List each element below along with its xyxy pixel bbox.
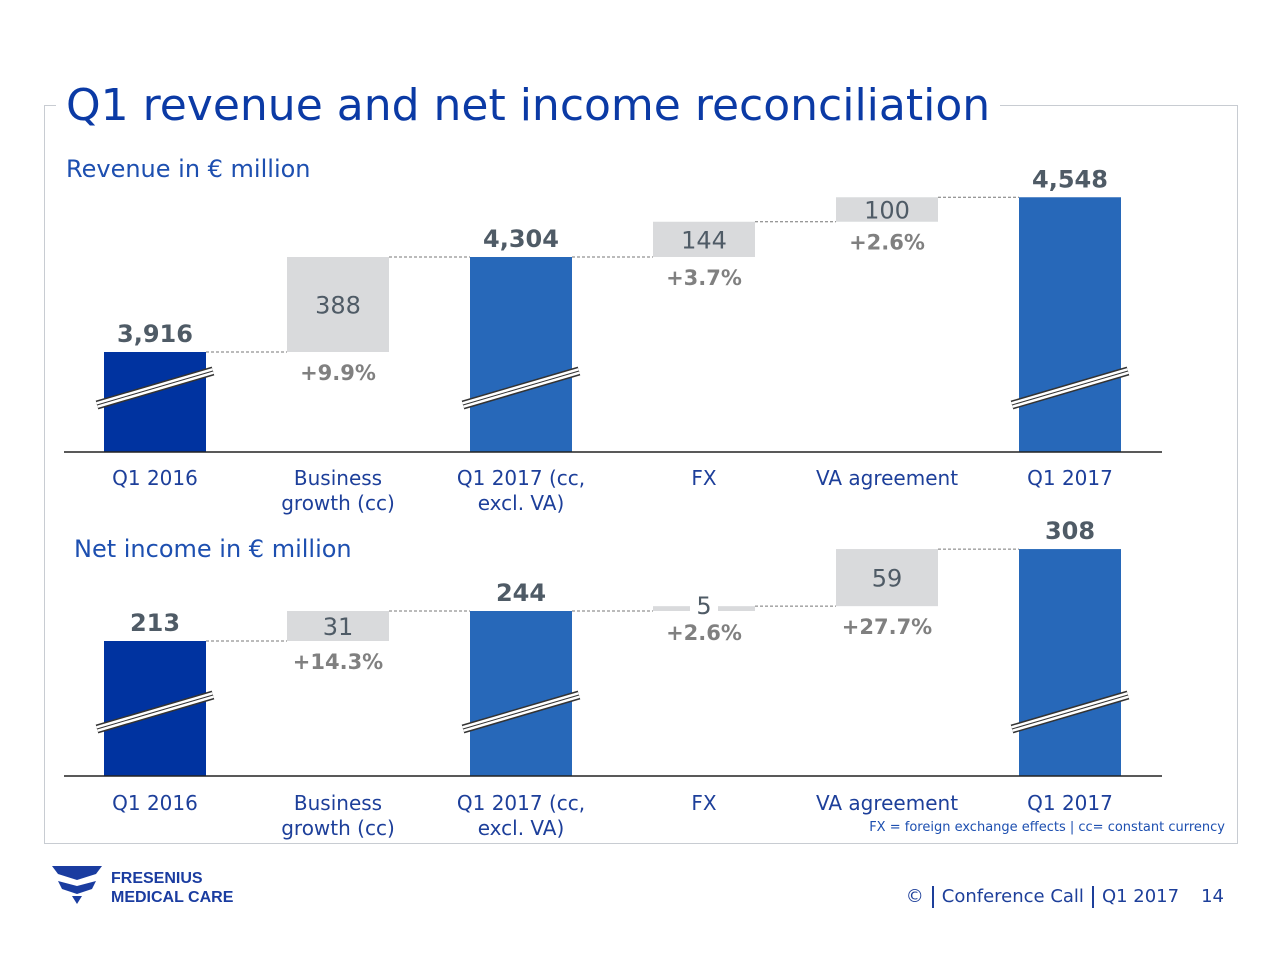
value-label-1-1: 31	[323, 613, 354, 641]
axis-break-mark	[96, 370, 214, 406]
category-label-0-3: FX	[691, 466, 717, 490]
logo-text: FRESENIUS MEDICAL CARE	[111, 869, 233, 907]
bar-1-2	[470, 611, 572, 776]
category-label-1-1: Business	[294, 791, 382, 815]
category-label-1-5: Q1 2017	[1027, 791, 1113, 815]
total-label-1-2: 244	[496, 579, 546, 607]
bar-0-1	[287, 257, 389, 352]
page-title: Q1 revenue and net income reconciliation	[56, 80, 1001, 131]
category-label-0-1: Business	[294, 466, 382, 490]
total-label-0-0: 3,916	[117, 320, 193, 348]
value-label-0-1: 388	[315, 292, 361, 320]
growth-label-1-1: +14.3%	[293, 650, 383, 674]
category-label-1-3: FX	[691, 791, 717, 815]
growth-label-1-3: +2.6%	[666, 621, 742, 645]
growth-label-0-4: +2.6%	[849, 231, 925, 255]
axis-break-mark	[462, 370, 580, 406]
bar-0-5	[1019, 197, 1121, 452]
logo-line1: FRESENIUS	[111, 870, 203, 887]
axis-break-mark	[1011, 694, 1129, 730]
bar-0-2	[470, 257, 572, 452]
category-label-0-2: excl. VA)	[478, 491, 565, 515]
net-income-chart-title: Net income in € million	[74, 535, 352, 563]
growth-label-0-1: +9.9%	[300, 361, 376, 385]
axis-break-mark	[462, 694, 580, 730]
bar-1-1	[287, 611, 389, 641]
axis-break-mark	[96, 694, 214, 730]
value-label-1-4: 59	[872, 565, 903, 593]
category-label-1-2: Q1 2017 (cc,	[457, 791, 585, 815]
growth-label-1-4: +27.7%	[842, 615, 932, 639]
bar-1-4	[836, 549, 938, 607]
copyright: ©	[905, 886, 924, 907]
value-label-1-3: 5	[696, 592, 711, 620]
fx-note: FX = foreign exchange effects | cc= cons…	[869, 820, 1225, 835]
axis-break-mark	[1011, 370, 1129, 406]
revenue-chart-title: Revenue in € million	[66, 155, 311, 183]
fresenius-logo-icon	[52, 866, 102, 904]
bar-1-5	[1019, 549, 1121, 776]
bar-0-4	[836, 197, 938, 222]
footer: © Conference Call Q1 2017 14	[906, 886, 1224, 908]
value-label-0-3: 144	[681, 226, 727, 254]
label-bg	[690, 592, 718, 617]
growth-label-0-3: +3.7%	[666, 266, 742, 290]
category-label-0-2: Q1 2017 (cc,	[457, 466, 585, 490]
footer-event: Conference Call	[941, 886, 1084, 907]
total-label-0-2: 4,304	[483, 225, 559, 253]
category-label-0-4: VA agreement	[816, 466, 958, 490]
footer-period: Q1 2017	[1101, 886, 1180, 907]
bar-0-3	[653, 221, 755, 257]
category-label-1-2: excl. VA)	[478, 816, 565, 840]
category-label-0-5: Q1 2017	[1027, 466, 1113, 490]
category-label-0-0: Q1 2016	[112, 466, 198, 490]
page-number: 14	[1201, 886, 1224, 907]
logo-line2: MEDICAL CARE	[111, 889, 234, 906]
category-label-0-1: growth (cc)	[281, 491, 395, 515]
category-label-1-4: VA agreement	[816, 791, 958, 815]
category-label-1-0: Q1 2016	[112, 791, 198, 815]
category-label-1-1: growth (cc)	[281, 816, 395, 840]
total-label-0-5: 4,548	[1032, 165, 1108, 193]
value-label-0-4: 100	[864, 197, 910, 225]
total-label-1-5: 308	[1045, 517, 1095, 545]
total-label-1-0: 213	[130, 609, 180, 637]
